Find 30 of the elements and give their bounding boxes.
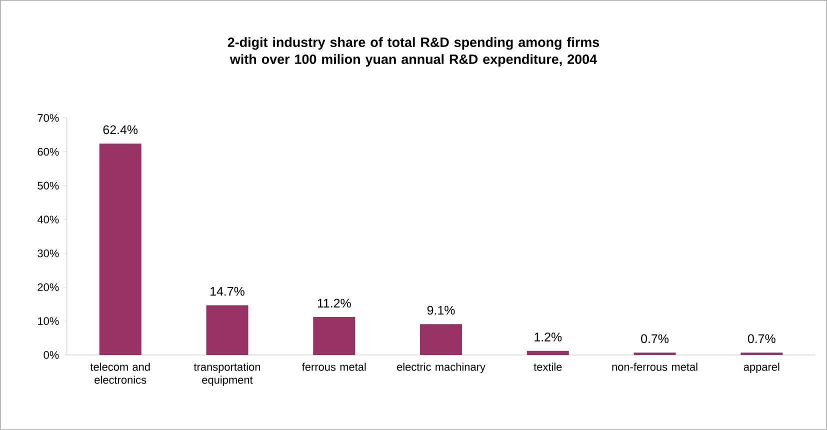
chart-title: 2-digit industry share of total R&D spending among firms with over 100 milion yuan annual R&D expenditure, 2004 [228, 37, 600, 67]
y-tick-label: 30% [38, 250, 59, 258]
data-label: 62.4% [103, 125, 138, 134]
bar [206, 305, 248, 356]
data-label: 0.7% [748, 334, 776, 344]
y-tick-label: 20% [38, 283, 59, 292]
bar [313, 317, 356, 356]
bar [740, 352, 783, 356]
y-tick-label: 10% [38, 317, 59, 326]
y-tick-label: 40% [37, 216, 59, 224]
y-tick-label: 50% [38, 182, 59, 190]
x-tick-label: telecom and electronics [90, 362, 150, 384]
data-label: 9.1% [427, 306, 455, 315]
data-label: 0.7% [641, 334, 669, 344]
x-tick-label: electric machinary [397, 362, 486, 374]
data-label: 1.2% [534, 332, 562, 342]
bar [420, 324, 462, 356]
y-tick-label: 60% [38, 148, 59, 156]
data-label: 11.2% [318, 298, 351, 308]
y-tick-label: 0% [44, 351, 59, 359]
bar [526, 350, 569, 356]
data-label: 14.7% [210, 287, 244, 296]
x-tick-label: textile [534, 362, 562, 371]
bar [634, 352, 676, 356]
x-tick-label: non-ferrous metal [612, 362, 698, 371]
bar [99, 144, 142, 356]
x-tick-label: ferrous metal [302, 362, 366, 371]
y-tick-label: 70% [38, 114, 59, 122]
x-tick-label: apparel [744, 362, 780, 374]
x-tick-label: transportation equipment [194, 362, 260, 386]
